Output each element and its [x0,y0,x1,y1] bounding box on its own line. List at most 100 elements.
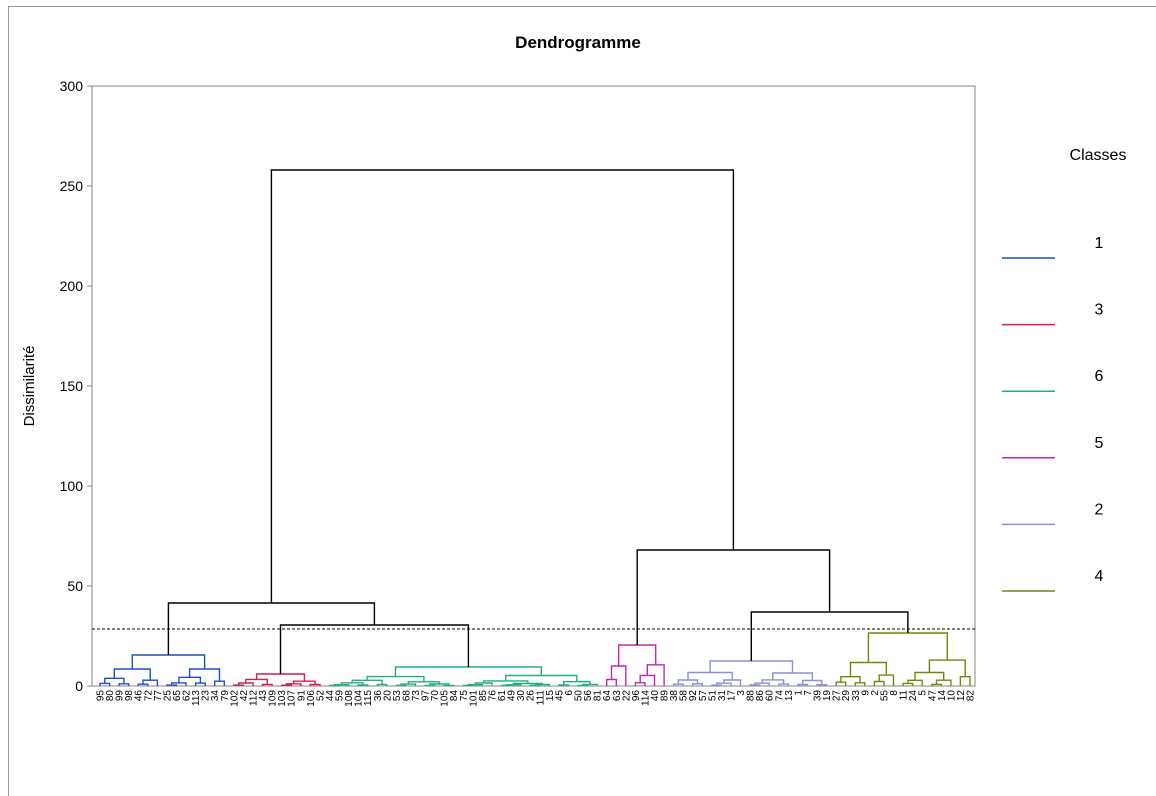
legend-label: 2 [1095,501,1104,518]
leaf-label: 85 [478,690,489,702]
dendrogram-link [835,681,847,686]
leaf-label: 80 [105,690,116,702]
leaf-label: 106 [306,690,317,707]
leaf-label: 111 [535,690,546,706]
leaf-label: 38 [669,690,680,702]
y-tick-label: 50 [67,578,83,594]
leaf-label: 7 [803,690,814,696]
dendrogram-link [270,169,735,603]
plot-area [91,85,976,687]
y-tick-label: 200 [60,278,84,294]
legend-label: 3 [1095,302,1104,319]
leaf-label: 63 [612,690,623,702]
leaf-label: 65 [172,690,183,702]
leaf-label: 62 [182,690,193,702]
leaf-label: 47 [927,690,938,702]
leaf-label: 84 [449,690,460,702]
leaf-label: 40 [650,690,661,702]
leaf-label: 11 [899,690,910,701]
dendrogram-link [687,671,733,680]
y-tick-label: 150 [60,378,84,394]
dendrogram-link [462,684,474,687]
leaf-label: 86 [755,690,766,702]
dendrogram-link [500,684,512,687]
leaf-label: 31 [717,690,728,702]
leaf-label: 14 [937,690,948,702]
y-tick-label: 300 [60,78,84,94]
dendrogram-link [935,679,952,686]
leaf-label: 49 [507,690,518,702]
leaf-label: 15 [545,690,556,702]
dendrogram-link [443,684,455,687]
leaf-label: 114 [640,690,651,706]
leaf-label: 98 [124,690,135,702]
leaf-label: 56 [583,690,594,702]
dendrogram-branches [99,169,971,687]
leaf-label: 17 [727,690,738,702]
leaf-label: 92 [688,690,699,702]
leaf-label: 55 [880,690,891,702]
dendrogram-link [424,684,436,687]
leaf-label: 68 [401,690,412,702]
leaf-label: 53 [392,690,403,702]
leaf-label: 13 [784,690,795,702]
leaf-label: 102 [229,690,240,707]
leaf-label: 95 [96,690,107,702]
leaf-label: 23 [201,690,212,702]
leaf-label: 36 [373,690,384,702]
leaf-label: 9 [860,690,871,696]
leaf-label: 30 [516,690,527,702]
leaf-label: 25 [162,690,173,702]
leaf-label: 59 [335,690,346,702]
leaf-label: 43 [258,690,269,702]
leaf-label: 112 [249,690,260,706]
leaf-label: 24 [908,690,919,702]
leaf-label: 46 [134,690,145,702]
leaf-label: 79 [220,690,231,702]
leaf-label: 61 [497,690,508,702]
legend: Classes 1 3 6 5 2 4 [1002,147,1127,592]
legend-label: 1 [1095,235,1104,252]
y-tick-label: 0 [75,678,83,694]
y-tick-label: 100 [60,478,84,494]
dendrogram-link [188,668,221,682]
y-axis-label: Dissimilarité [21,346,38,427]
leaf-label: 26 [526,690,537,702]
dendrogram-link [867,632,948,663]
leaf-label: 96 [631,690,642,702]
dendrogram-link [529,684,541,687]
leaf-label: 19 [822,690,833,702]
leaf-label: 20 [382,690,393,702]
leaf-label: 108 [344,690,355,707]
y-axis: 0 50 100 150 200 250 300 [60,78,92,694]
leaf-label: 10 [946,690,957,702]
leaf-label: 115 [363,690,374,706]
leaf-label: 44 [325,690,336,702]
chart-frame [8,6,1156,796]
leaf-label: 3 [736,690,747,696]
chart-title: Dendrogramme [515,33,641,52]
dendrogram-link [328,684,340,687]
dendrogram-link [959,676,971,686]
leaf-label: 89 [660,690,671,702]
leaf-label: 109 [268,690,279,707]
leaf-label: 76 [488,690,499,702]
legend-title: Classes [1070,147,1127,164]
dendrogram-link [750,611,909,661]
leaf-label: 6 [564,690,575,696]
dendrogram-link [711,684,723,686]
leaf-label: 88 [746,690,757,702]
legend-label: 5 [1095,435,1104,452]
dendrogram-link [618,644,657,666]
dendrogram-link [366,675,425,682]
leaf-label: 1 [793,690,804,696]
leaf-label: 45 [554,690,565,702]
leaf-label: 91 [296,690,307,702]
leaf-label: 2 [870,690,881,696]
leaf-label: 42 [239,690,250,702]
dendrogram-link [636,549,831,645]
dendrogram-link [577,684,589,687]
leaf-label: 77 [153,690,164,702]
leaf-label: 81 [593,690,604,702]
leaf-label: 50 [574,690,585,702]
